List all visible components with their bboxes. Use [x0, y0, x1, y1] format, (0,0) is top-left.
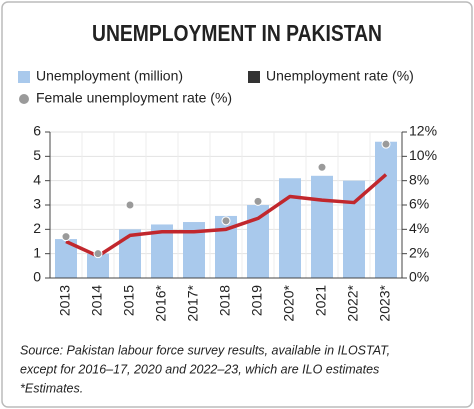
x-tick-label: 2023*	[377, 284, 393, 321]
x-tick-label: 2017*	[185, 284, 201, 321]
dot	[317, 162, 327, 172]
bar	[247, 205, 269, 278]
bar	[311, 175, 333, 278]
y-tick-label: 0	[33, 269, 41, 285]
legend-label: Unemployment rate (%)	[266, 68, 414, 84]
dot	[125, 200, 135, 210]
dot	[221, 216, 231, 226]
legend-marker	[248, 71, 260, 83]
x-tick-label: 2021	[313, 285, 329, 316]
y-tick-label: 2	[33, 220, 41, 236]
x-tick-label: 2016*	[153, 284, 169, 321]
y2-tick-label: 6%	[409, 196, 429, 212]
y-tick-label: 4	[33, 171, 41, 187]
dot	[93, 249, 103, 259]
y2-tick-label: 4%	[409, 220, 429, 236]
x-tick-label: 2020*	[281, 284, 297, 321]
source-line: Source: Pakistan labour force survey res…	[20, 343, 390, 357]
bar	[343, 180, 365, 278]
legend-label: Female unemployment rate (%)	[36, 90, 232, 106]
y2-tick-label: 0%	[409, 269, 429, 285]
legend-marker	[18, 71, 30, 83]
x-tick-label: 2013	[57, 285, 73, 316]
x-tick-label: 2019	[249, 285, 265, 316]
y2-tick-label: 12%	[409, 123, 437, 139]
y2-tick-label: 8%	[409, 171, 429, 187]
y-tick-label: 1	[33, 244, 41, 260]
y2-tick-label: 2%	[409, 244, 429, 260]
chart-title: UNEMPLOYMENT IN PAKISTAN	[92, 20, 382, 46]
bar	[119, 229, 141, 278]
source-line: except for 2016–17, 2020 and 2022–23, wh…	[20, 362, 379, 376]
y-tick-label: 3	[33, 196, 41, 212]
y-tick-label: 6	[33, 123, 41, 139]
dot	[61, 232, 71, 242]
y-tick-label: 5	[33, 147, 41, 163]
bar	[87, 253, 109, 278]
dot	[253, 196, 263, 206]
y2-tick-label: 10%	[409, 147, 437, 163]
x-tick-label: 2015	[121, 285, 137, 316]
bar	[183, 222, 205, 278]
x-tick-label: 2022*	[345, 284, 361, 321]
x-tick-label: 2018	[217, 285, 233, 316]
line	[65, 173, 388, 258]
dot	[381, 139, 391, 149]
bar	[279, 178, 301, 278]
legend-label: Unemployment (million)	[36, 68, 183, 84]
x-tick-label: 2014	[89, 285, 105, 316]
bar	[55, 239, 77, 278]
source-line: *Estimates.	[20, 381, 83, 395]
legend-marker	[19, 94, 29, 104]
bar	[151, 224, 173, 278]
bar	[375, 141, 397, 278]
